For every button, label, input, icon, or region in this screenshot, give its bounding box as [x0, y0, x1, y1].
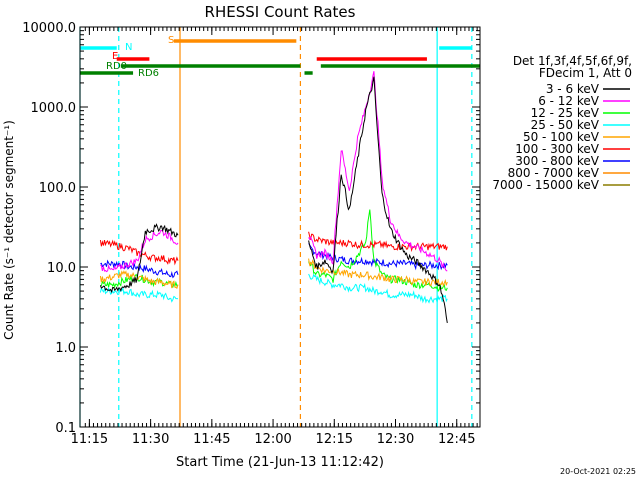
legend-label-4: 50 - 100 keV: [523, 130, 600, 144]
series-4-line-part-0: [99, 270, 179, 290]
y-tick-label-3: 100.0: [39, 181, 76, 196]
chart-title: RHESSI Count Rates: [205, 3, 356, 21]
series-6-line-part-0: [100, 259, 179, 279]
legend-label-5: 100 - 300 keV: [515, 142, 599, 156]
series-5-line-part-1: [308, 231, 448, 253]
series-5-line-part-0: [99, 239, 179, 266]
y-axis-label: Count Rate (s⁻¹ detector segment⁻¹): [2, 120, 16, 340]
x-tick-label-1: 11:30: [132, 432, 169, 447]
legend-label-0: 3 - 6 keV: [546, 82, 600, 96]
state-label-6: RD6: [138, 68, 159, 79]
series-3-line-part-0: [99, 286, 179, 303]
legend-label-7: 800 - 7000 keV: [508, 166, 600, 180]
plot-frame: [79, 26, 481, 428]
x-tick-label-6: 12:45: [438, 432, 475, 447]
y-tick-label-2: 10.0: [47, 261, 76, 276]
legend-header-line-2: FDecim 1, Att 0: [539, 66, 632, 80]
series-1-line-part-0: [100, 229, 179, 273]
x-axis-label: Start Time (21-Jun-13 11:12:42): [176, 455, 384, 470]
x-tick-label-4: 12:15: [316, 432, 353, 447]
y-tick-label-5: 10000.0: [22, 21, 76, 36]
state-label-0: N: [125, 42, 132, 53]
series-6-line-part-1: [308, 243, 448, 271]
legend-label-2: 12 - 25 keV: [531, 106, 600, 120]
legend-label-6: 300 - 800 keV: [515, 154, 599, 168]
state-label-2: S: [168, 35, 174, 46]
x-tick-label-0: 11:15: [71, 432, 108, 447]
y-tick-label-0: 0.1: [55, 421, 76, 436]
series-0-line-part-0: [99, 223, 179, 294]
legend-label-8: 7000 - 15000 keV: [492, 178, 599, 192]
x-tick-label-3: 12:00: [254, 432, 291, 447]
axes: 0.1 1.0 10.0 100.0 1000.0 10000.0 11:15 11:30 11…: [22, 21, 481, 447]
x-tick-label-5: 12:30: [377, 432, 414, 447]
state-label-4: RD0: [106, 61, 127, 72]
state-label-3: E: [112, 51, 118, 62]
legend-label-1: 6 - 12 keV: [538, 94, 600, 108]
series-2-line-part-1: [308, 209, 448, 293]
legend-header-line-1: Det 1f,3f,4f,5f,6f,9f,: [513, 54, 632, 68]
y-tick-label-4: 1000.0: [31, 101, 77, 116]
series-3-line-part-1: [308, 273, 448, 304]
timestamp: 20-Oct-2021 02:25: [560, 467, 636, 476]
series-1-line-part-1: [308, 71, 448, 272]
series-0-line-part-1: [308, 76, 448, 323]
y-tick-label-1: 1.0: [55, 341, 76, 356]
x-tick-label-2: 11:45: [193, 432, 230, 447]
legend: Det 1f,3f,4f,5f,6f,9f, FDecim 1, Att 0 3…: [492, 54, 632, 192]
legend-label-3: 25 - 50 keV: [531, 118, 600, 132]
